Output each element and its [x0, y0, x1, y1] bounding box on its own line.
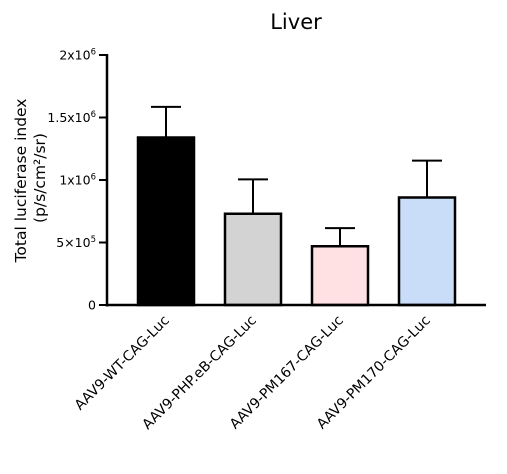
- y-tick-label-2: 1x106: [59, 173, 96, 188]
- chart-title: Liver: [270, 10, 322, 34]
- y-axis-label-line-2: (p/s/cm²/sr): [31, 133, 49, 223]
- y-axis-label-line-1: Total luciferase index: [12, 99, 30, 264]
- y-tick-label-3: 1.5x106: [47, 110, 96, 125]
- y-tick-label-4: 2x106: [59, 48, 96, 63]
- bar-2: [223, 212, 283, 307]
- y-tick-label-1: 5×105: [56, 235, 96, 250]
- y-axis-label: Total luciferase index (p/s/cm²/sr): [12, 94, 49, 264]
- bar-1: [136, 136, 196, 307]
- plot-area: 05×1051x1061.5x1062x106AAV9-WT-CAG-LucAA…: [47, 48, 486, 433]
- y-tick-label-0: 0: [88, 298, 96, 313]
- bar-3: [310, 245, 370, 307]
- x-category-label-1: AAV9-WT-CAG-Luc: [72, 313, 173, 414]
- bar-4: [397, 196, 457, 307]
